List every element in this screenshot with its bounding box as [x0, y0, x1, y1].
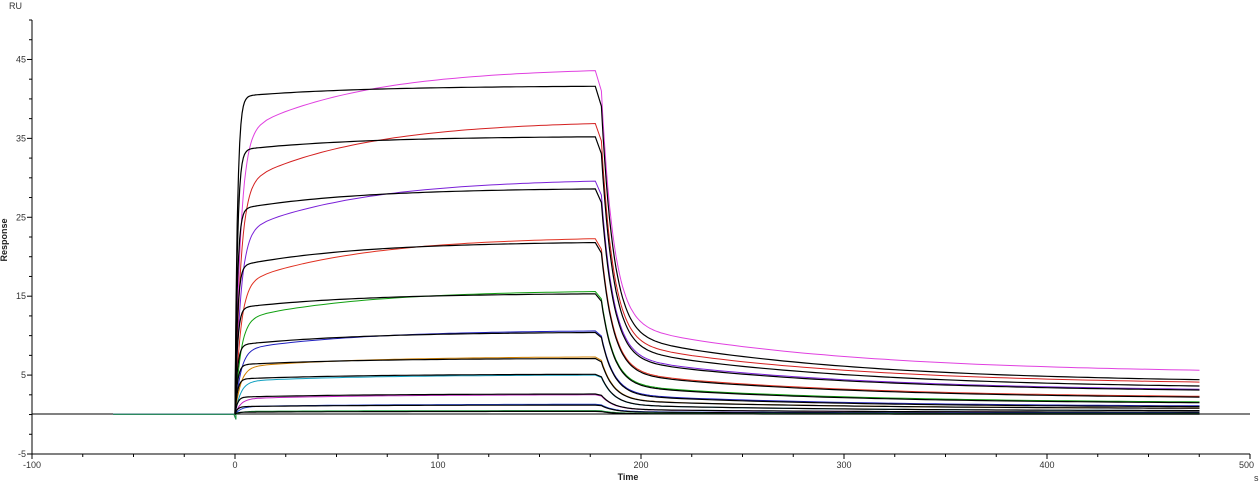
fit-curve [234, 85, 1200, 415]
x-unit-label: s [1254, 473, 1259, 483]
x-tick-label: 0 [232, 460, 237, 470]
fit-curve [234, 404, 1200, 415]
fit-curve [234, 357, 1200, 415]
sensorgram-curve [113, 290, 1200, 420]
y-axis-title: Response [0, 218, 9, 261]
fit-curve [234, 410, 1200, 415]
y-tick-label: 5 [21, 370, 26, 380]
sensorgram-curve [113, 238, 1200, 420]
x-tick-label: 400 [1039, 460, 1054, 470]
fit-curve [234, 188, 1200, 415]
fit-curve [234, 331, 1200, 415]
curves-group [113, 70, 1200, 420]
sensorgram-curve [113, 122, 1200, 420]
y-tick-label: 45 [16, 54, 26, 64]
y-tick-label: 15 [16, 291, 26, 301]
x-tick-label: 100 [430, 460, 445, 470]
y-tick-label: 25 [16, 212, 26, 222]
y-tick-label: -5 [18, 449, 26, 459]
sensorgram-curve [113, 70, 1200, 420]
y-tick-label: 35 [16, 133, 26, 143]
fit-curve [234, 373, 1200, 415]
sensorgram-curve [113, 180, 1200, 420]
fit-curve [234, 293, 1200, 415]
x-tick-label: -100 [23, 460, 41, 470]
x-axis-title: Time [618, 472, 639, 482]
x-tick-label: 300 [836, 460, 851, 470]
axes-group [31, 20, 1250, 455]
fit-curve [234, 242, 1200, 415]
fit-curve [234, 393, 1200, 415]
x-tick-label: 200 [633, 460, 648, 470]
fit-curve [234, 136, 1200, 415]
x-tick-label: 500 [1239, 460, 1254, 470]
y-unit-label: RU [9, 1, 22, 11]
ticks-group: -5 5 15 25 35 45 -100 0 100 200 300 400 500 [16, 19, 1254, 470]
